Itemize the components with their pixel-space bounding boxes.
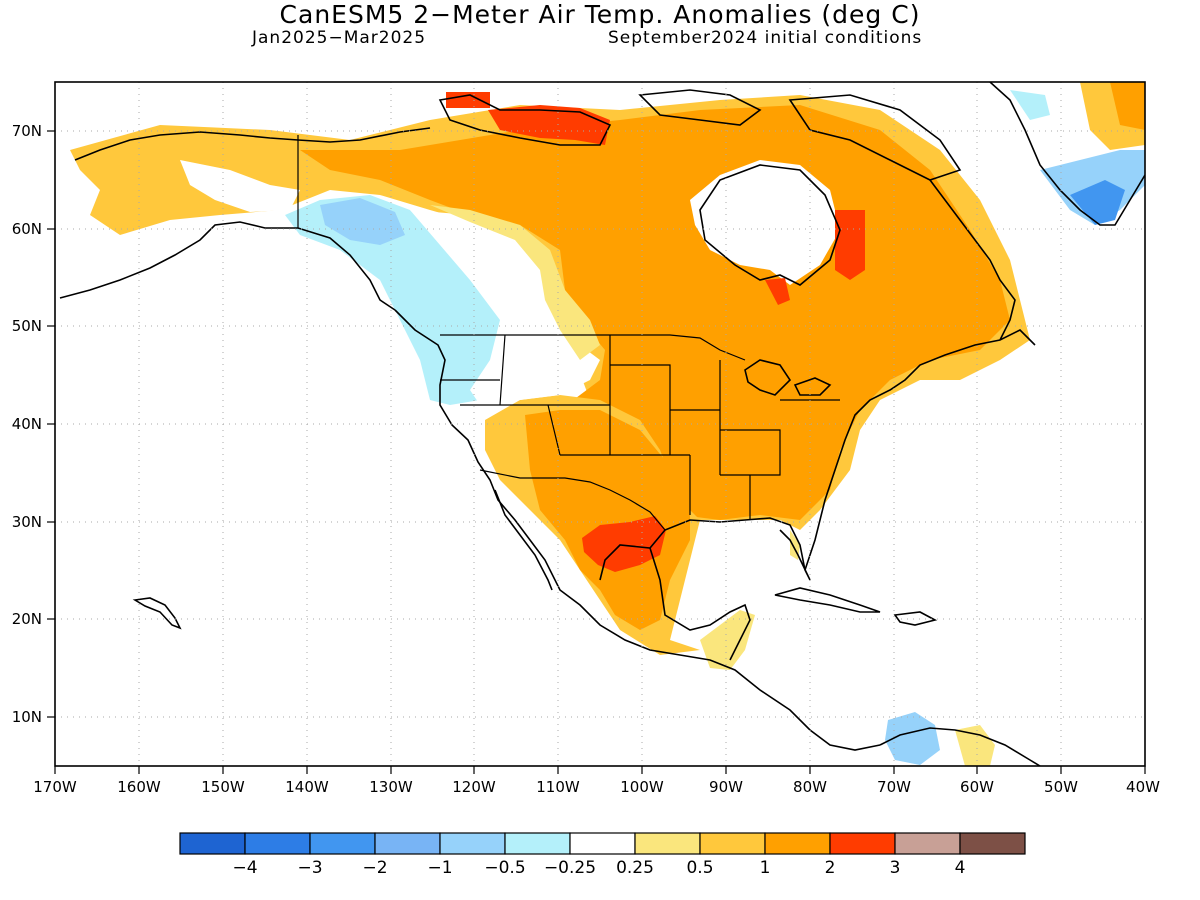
lat-label: 10N <box>12 708 42 726</box>
alaska-coast <box>59 221 396 311</box>
lat-label: 60N <box>12 220 42 238</box>
lat-label: 70N <box>12 122 42 140</box>
cool-caribbean <box>885 712 940 765</box>
cool-light-greenland-north <box>1010 90 1050 120</box>
longitude-labels: 170W 160W 150W 140W 130W 120W 110W 100W … <box>33 778 1160 796</box>
us-mexico-border <box>479 469 666 531</box>
legend-swatch <box>439 832 506 855</box>
legend-label: −4 <box>232 858 257 878</box>
map-title: CanESM5 2−Meter Air Temp. Anomalies (deg… <box>279 0 921 29</box>
legend-label: 0.25 <box>616 858 654 878</box>
political-borders <box>297 135 840 531</box>
greenland-coast <box>989 82 1145 226</box>
legend-swatch <box>179 832 246 855</box>
graticule <box>55 82 1145 766</box>
lon-label: 80W <box>793 778 827 796</box>
warm-light-yucatan <box>700 610 755 670</box>
very-warm-arctic-small <box>446 92 490 108</box>
warm-strong-southwest <box>525 410 690 630</box>
legend-swatch <box>829 832 896 855</box>
hudson-bay <box>699 164 841 286</box>
very-warm-ontario <box>765 278 790 305</box>
cool-region-west <box>285 195 530 405</box>
lon-label: 150W <box>201 778 245 796</box>
legend-label: 2 <box>825 858 836 878</box>
lon-label: 140W <box>285 778 329 796</box>
tick-marks <box>47 130 1146 774</box>
forecast-period: Jan2025−Mar2025 <box>252 28 427 48</box>
very-warm-quebec <box>835 210 865 280</box>
initial-conditions: September2024 initial conditions <box>608 28 923 48</box>
very-warm-texas <box>582 516 666 572</box>
lat-label: 20N <box>12 610 42 628</box>
legend-swatch <box>309 832 376 855</box>
labrador <box>929 179 1016 341</box>
arctic-islands <box>438 89 962 181</box>
legend-label: −0.25 <box>544 858 596 878</box>
lon-label: 50W <box>1044 778 1078 796</box>
legend-label: −3 <box>297 858 322 878</box>
legend-swatch <box>699 832 766 855</box>
near-normal-alaska <box>180 160 300 212</box>
warm-light-west-band <box>430 205 600 360</box>
us-canada-border <box>440 334 746 361</box>
lat-label: 50N <box>12 317 42 335</box>
lon-label: 110W <box>536 778 580 796</box>
latitude-labels: 10N 20N 30N 40N 50N 60N 70N <box>12 122 42 726</box>
lon-label: 60W <box>960 778 994 796</box>
south-america-coast <box>879 727 1041 766</box>
legend-swatch <box>569 832 636 855</box>
legend-swatch <box>634 832 701 855</box>
lon-label: 90W <box>709 778 743 796</box>
near-normal-hudson-bay <box>690 160 840 285</box>
anomaly-shading <box>70 82 1145 766</box>
lon-label: 40W <box>1126 778 1160 796</box>
legend-label: 1 <box>760 858 771 878</box>
legend-label: 4 <box>955 858 966 878</box>
lon-label: 100W <box>620 778 664 796</box>
lat-label: 40N <box>12 415 42 433</box>
lon-label: 170W <box>33 778 77 796</box>
alaska-north-coast <box>74 127 431 161</box>
legend-label: −0.5 <box>484 858 525 878</box>
gulf-coast <box>599 517 811 581</box>
legend-swatch <box>374 832 441 855</box>
lon-label: 130W <box>369 778 413 796</box>
near-normal-west <box>410 210 600 405</box>
lon-label: 160W <box>117 778 161 796</box>
lon-label: 70W <box>877 778 911 796</box>
hawaii <box>132 597 182 630</box>
legend-label: 0.5 <box>686 858 713 878</box>
warm-light-south-america <box>955 725 995 766</box>
warm-strong-greenland <box>1110 82 1145 130</box>
great-lakes <box>744 359 832 396</box>
lat-label: 30N <box>12 513 42 531</box>
legend-swatch <box>504 832 571 855</box>
cuba <box>774 587 881 613</box>
legend-swatch <box>764 832 831 855</box>
legend-label: −1 <box>427 858 452 878</box>
mexico-gulf <box>649 547 751 661</box>
legend-swatch <box>244 832 311 855</box>
very-warm-arctic <box>488 105 610 145</box>
cool-strong-greenland <box>1070 180 1125 225</box>
east-coast <box>804 329 1036 571</box>
legend-label: −2 <box>362 858 387 878</box>
lon-label: 120W <box>452 778 496 796</box>
coastlines <box>59 82 1145 766</box>
west-coast <box>394 309 881 751</box>
cool-mid-west <box>320 198 405 245</box>
legend-swatch <box>894 832 961 855</box>
hispaniola <box>893 611 938 626</box>
legend-label: 3 <box>890 858 901 878</box>
baja <box>494 489 553 591</box>
legend-swatch <box>959 832 1026 855</box>
color-legend: −4 −3 −2 −1 −0.5 −0.25 0.25 0.5 1 2 3 4 <box>179 832 1026 878</box>
